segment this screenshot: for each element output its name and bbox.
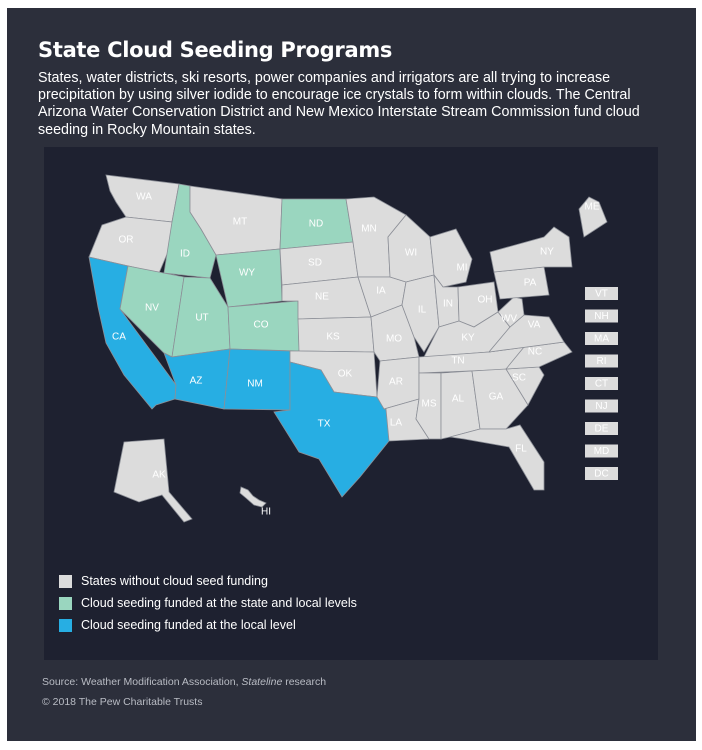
state-label-nm: NM xyxy=(247,379,263,390)
state-label-nv: NV xyxy=(145,303,159,314)
state-va xyxy=(488,314,565,353)
state-label-mi: MI xyxy=(456,263,467,274)
state-label-ok: OK xyxy=(338,369,353,380)
state-label-az: AZ xyxy=(190,376,203,387)
state-label-oh: OH xyxy=(478,295,493,306)
state-label-va: VA xyxy=(528,320,541,331)
state-label-mt: MT xyxy=(233,217,247,228)
state-hi xyxy=(239,486,267,508)
state-label-tn: TN xyxy=(451,356,464,367)
state-label-ca: CA xyxy=(112,332,126,343)
state-fl xyxy=(449,424,545,491)
small-state-box-nj xyxy=(585,399,618,413)
state-tx xyxy=(273,361,390,498)
small-state-box-ct xyxy=(585,377,618,390)
source-italic: Stateline xyxy=(241,676,283,688)
labels-layer: WA OR CA NV ID MT WY UT CO AZ NM ND SD NE KS OK TX MN IA MO… xyxy=(112,192,600,518)
state-label-in: IN xyxy=(443,299,453,310)
legend: States without cloud seed funding Cloud … xyxy=(59,570,357,636)
state-label-ks: KS xyxy=(326,332,340,343)
state-label-ky: KY xyxy=(461,333,475,344)
legend-item-local: Cloud seeding funded at the local level xyxy=(59,614,357,636)
state-label-id: ID xyxy=(180,249,190,260)
small-state-label-vt: VT xyxy=(595,289,608,300)
legend-label-none: States without cloud seed funding xyxy=(81,574,268,588)
legend-swatch-state-and-local xyxy=(59,596,72,610)
state-pa xyxy=(493,266,550,300)
state-label-ia: IA xyxy=(376,286,386,297)
source-suffix: research xyxy=(282,676,327,688)
small-state-box-de xyxy=(585,422,618,435)
state-label-mn: MN xyxy=(361,224,377,235)
state-label-ny: NY xyxy=(540,247,554,258)
small-state-label-dc: DC xyxy=(594,469,608,480)
state-label-sc: SC xyxy=(512,373,526,384)
state-label-ne: NE xyxy=(315,292,329,303)
page-title: State Cloud Seeding Programs xyxy=(38,38,393,62)
state-ak xyxy=(113,438,193,523)
state-label-al: AL xyxy=(452,394,465,405)
legend-item-state-and-local: Cloud seeding funded at the state and lo… xyxy=(59,592,357,614)
state-label-pa: PA xyxy=(524,278,537,289)
state-label-fl: FL xyxy=(515,444,527,455)
state-label-co: CO xyxy=(254,320,269,331)
small-state-label-md: MD xyxy=(594,446,610,457)
page-subtitle: States, water districts, ski resorts, po… xyxy=(38,70,640,138)
state-label-tx: TX xyxy=(318,419,331,430)
small-state-box-nh xyxy=(585,309,618,323)
states-layer xyxy=(88,174,608,523)
state-label-nd: ND xyxy=(309,219,323,230)
small-state-label-nh: NH xyxy=(594,311,608,322)
state-label-wv: WV xyxy=(501,314,517,325)
small-state-label-nj: NJ xyxy=(595,401,607,412)
state-label-wy: WY xyxy=(239,268,255,279)
map-panel: WA OR CA NV ID MT WY UT CO AZ NM ND SD NE KS OK TX MN IA MO… xyxy=(44,147,658,660)
state-label-ak: AK xyxy=(152,470,166,481)
state-label-hi: HI xyxy=(261,507,271,518)
state-label-me: ME xyxy=(585,202,600,213)
legend-swatch-local xyxy=(59,618,72,632)
small-state-label-ct: CT xyxy=(595,379,608,390)
legend-swatch-none xyxy=(59,574,72,588)
small-state-label-de: DE xyxy=(595,424,609,435)
state-label-nc: NC xyxy=(528,347,542,358)
state-wv xyxy=(497,296,525,328)
small-state-label-ri: RI xyxy=(597,356,607,367)
small-state-box-vt xyxy=(585,287,618,300)
small-state-box-ma xyxy=(585,332,618,345)
small-state-box-md xyxy=(585,444,618,458)
state-me xyxy=(578,196,608,238)
state-label-sd: SD xyxy=(308,258,322,269)
state-label-la: LA xyxy=(390,418,403,429)
copyright: © 2018 The Pew Charitable Trusts xyxy=(42,696,203,708)
state-ga xyxy=(471,368,529,430)
state-label-ga: GA xyxy=(489,392,504,403)
state-label-or: OR xyxy=(119,235,134,246)
small-states-layer: VT NH MA RI CT NJ DE MD DC xyxy=(585,287,618,480)
source-note: Source: Weather Modification Association… xyxy=(42,676,326,688)
state-label-wa: WA xyxy=(136,192,152,203)
small-state-box-dc xyxy=(585,467,618,480)
state-label-il: IL xyxy=(418,305,427,316)
state-label-ms: MS xyxy=(422,399,437,410)
state-label-ut: UT xyxy=(195,313,208,324)
source-prefix: Source: Weather Modification Association… xyxy=(42,676,242,688)
state-ny xyxy=(489,226,573,273)
state-label-mo: MO xyxy=(386,334,402,345)
state-label-wi: WI xyxy=(405,248,417,259)
legend-label-local: Cloud seeding funded at the local level xyxy=(81,618,296,632)
small-state-label-ma: MA xyxy=(594,334,609,345)
us-map: WA OR CA NV ID MT WY UT CO AZ NM ND SD NE KS OK TX MN IA MO… xyxy=(88,174,618,523)
state-label-ar: AR xyxy=(389,377,403,388)
small-state-box-ri xyxy=(585,354,618,368)
legend-item-none: States without cloud seed funding xyxy=(59,570,357,592)
legend-label-state-and-local: Cloud seeding funded at the state and lo… xyxy=(81,596,357,610)
